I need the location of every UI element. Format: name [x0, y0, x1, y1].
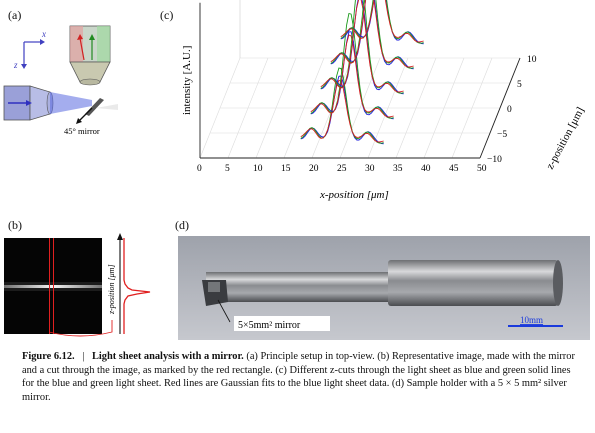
x-tick-label: 5 — [225, 164, 230, 174]
profile-plot: z-position [μm] — [48, 233, 151, 337]
panel-d-label: (d) — [175, 218, 189, 232]
panel-c-label: (c) — [160, 8, 174, 22]
axis-x-label: x — [41, 29, 46, 39]
x-tick-label: 10 — [253, 164, 263, 174]
panel-a-label: (a) — [8, 8, 22, 22]
detection-objective — [69, 25, 111, 86]
illumination-objective — [3, 85, 92, 121]
profile-axis-label: z-position [μm] — [107, 264, 116, 315]
rod-thick — [388, 260, 558, 306]
series-line — [320, 0, 404, 94]
axis-z-label: z — [13, 60, 18, 70]
x-tick-label: 15 — [281, 164, 291, 174]
x-tick-label: 20 — [309, 164, 319, 174]
series-line — [320, 0, 404, 93]
series-line — [330, 0, 414, 68]
x-tick-label: 35 — [393, 164, 403, 174]
z-axis-label: z-position [μm] — [544, 105, 587, 171]
x-axis-ticks: 0 5 10 15 20 25 30 35 40 45 50 — [197, 164, 487, 174]
z-tick-label: 10 — [527, 55, 537, 65]
chart-grid — [199, 0, 521, 159]
z-tick-label: −10 — [487, 155, 502, 165]
waterfall-chart: 0 5 10 15 20 25 30 35 40 45 50 −10 −5 0 5 10 x-positio… — [181, 0, 587, 201]
x-tick-label: 40 — [421, 164, 431, 174]
x-tick-label: 25 — [337, 164, 347, 174]
series-line — [330, 0, 414, 69]
series-line — [310, 12, 394, 119]
x-tick-label: 45 — [449, 164, 459, 174]
axis-indicator: x z — [13, 29, 46, 70]
z-axis-ticks: −10 −5 0 5 10 — [487, 55, 537, 165]
series-line — [340, 0, 424, 43]
y-axis-label: intensity [A.U.] — [181, 46, 193, 115]
z-tick-label: −5 — [497, 130, 507, 140]
panel-b-label: (b) — [8, 218, 22, 232]
chart-series — [300, 0, 424, 145]
figure-caption: Figure 6.12. | Light sheet analysis with… — [22, 350, 578, 404]
figure-title: Light sheet analysis with a mirror. — [91, 351, 244, 362]
x-tick-label: 50 — [477, 164, 487, 174]
x-tick-label: 30 — [365, 164, 375, 174]
profile-curve — [123, 238, 151, 334]
mirror-caption-label: 5×5mm² mirror — [238, 320, 301, 331]
z-tick-label: 0 — [507, 105, 512, 115]
cut-marker-rectangle — [49, 238, 54, 334]
setup-schematic: x z 45° mirror — [3, 25, 118, 136]
x-tick-label: 0 — [197, 164, 202, 174]
series-line — [340, 0, 424, 44]
light-sheet-image — [4, 238, 102, 334]
series-line — [300, 79, 384, 143]
mirror — [76, 98, 118, 124]
scale-bar-label: 10mm — [520, 315, 543, 325]
caption-separator: | — [82, 351, 85, 362]
sample-holder-photo: 5×5mm² mirror 10mm — [178, 236, 590, 340]
mirror-label: 45° mirror — [64, 126, 100, 136]
caption-body: (a) Principle setup in top-view. (b) Rep… — [22, 351, 575, 403]
x-axis-label: x-position [μm] — [319, 189, 389, 201]
rod-thin — [206, 272, 402, 302]
z-tick-label: 5 — [517, 80, 522, 90]
figure-number: Figure 6.12. — [22, 351, 75, 362]
